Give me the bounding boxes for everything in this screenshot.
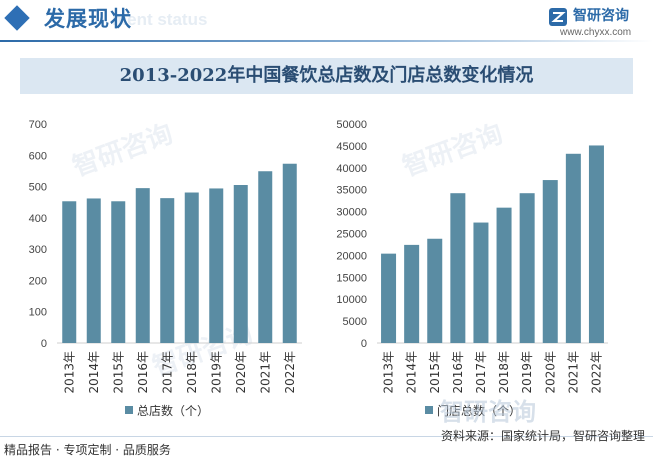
y-tick-label: 25000 [336,229,367,241]
x-tick-label: 2021年 [566,351,580,394]
x-tick-label: 2013年 [62,351,76,394]
y-tick-label: 10000 [336,294,367,306]
legend-label: 门店总数（个） [437,403,521,418]
y-tick-label: 700 [29,119,47,131]
diamond-icon [4,5,30,31]
header-divider [0,40,653,42]
legend-swatch [125,406,133,414]
bar [381,253,397,343]
y-tick-label: 5000 [343,316,367,328]
y-tick-label: 300 [29,244,47,256]
y-tick-label: 40000 [336,163,367,175]
x-tick-label: 2018年 [497,351,511,394]
bar [135,188,150,343]
data-source: 资料来源：国家统计局，智研咨询整理 [440,429,645,443]
bar [427,238,443,343]
bar [542,180,558,343]
x-tick-label: 2016年 [136,351,150,394]
y-tick-label: 200 [29,275,47,287]
footer-divider [0,436,653,437]
bar [588,145,604,343]
y-tick-label: 15000 [336,272,367,284]
x-tick-label: 2021年 [258,351,272,394]
brand-name: 智研咨询 [573,8,629,24]
x-tick-label: 2016年 [451,351,465,394]
x-tick-label: 2013年 [382,351,396,394]
outlet-count-chart: 0 5000 10000 15000 20000 25000 30000 35000 40000… [336,119,608,418]
y-tick-label: 30000 [336,207,367,219]
y-tick-label: 100 [29,307,47,319]
bar [258,171,273,343]
chart-title: 2013-2022年中国餐饮总店数及门店总数变化情况 [20,58,633,94]
y-tick-label: 20000 [336,250,367,262]
x-tick-label: 2022年 [589,351,603,394]
y-tick-label: 400 [29,213,47,225]
x-tick-label: 2019年 [520,351,534,394]
x-tick-label: 2019年 [209,351,223,394]
bar [111,201,126,343]
watermark-brand: 智研咨询 [440,398,536,426]
header-ghost-text: ment status [112,10,208,29]
bar [450,193,466,343]
bar [282,163,297,343]
section-title: 发展现状 [44,7,132,31]
bar [519,193,535,343]
brand-url: www.chyxx.com [560,27,632,38]
legend-label: 总店数（个） [137,403,209,418]
page-header: ment status 发展现状 智研咨询 www.chyxx.com [0,0,653,42]
brand-logo-icon [549,8,567,26]
y-tick-label: 0 [41,338,47,350]
bar [496,207,512,343]
page-footer: 精品报告 · 专项定制 · 品质服务 资料来源：国家统计局，智研咨询整理 [0,429,653,460]
x-tick-label: 2014年 [405,351,419,394]
x-tick-label: 2015年 [428,351,442,394]
bar [62,201,77,343]
x-tick-label: 2015年 [111,351,125,394]
y-tick-label: 50000 [336,119,367,131]
footer-slogan: 精品报告 · 专项定制 · 品质服务 [4,443,171,457]
bar [404,244,420,343]
bar [184,192,199,343]
y-tick-label: 500 [29,182,47,194]
legend-swatch [425,406,433,414]
x-tick-label: 2017年 [474,351,488,394]
y-tick-label: 600 [29,150,47,162]
x-tick-label: 2014年 [87,351,101,394]
x-tick-label: 2020年 [234,351,248,394]
bar [209,188,224,343]
y-tick-label: 0 [361,338,367,350]
x-tick-label: 2022年 [283,351,297,394]
bar [86,198,101,343]
x-tick-label: 2017年 [160,351,174,394]
bar [160,198,175,343]
x-tick-label: 2020年 [543,351,557,394]
bar [565,153,581,343]
x-tick-label: 2018年 [185,351,199,394]
bar [473,222,489,343]
bar [233,185,248,343]
y-tick-label: 35000 [336,185,367,197]
y-tick-label: 45000 [336,141,367,153]
store-count-chart: 0 100 200 300 400 500 600 700 2013年 2014年 2015年 201… [29,119,302,418]
